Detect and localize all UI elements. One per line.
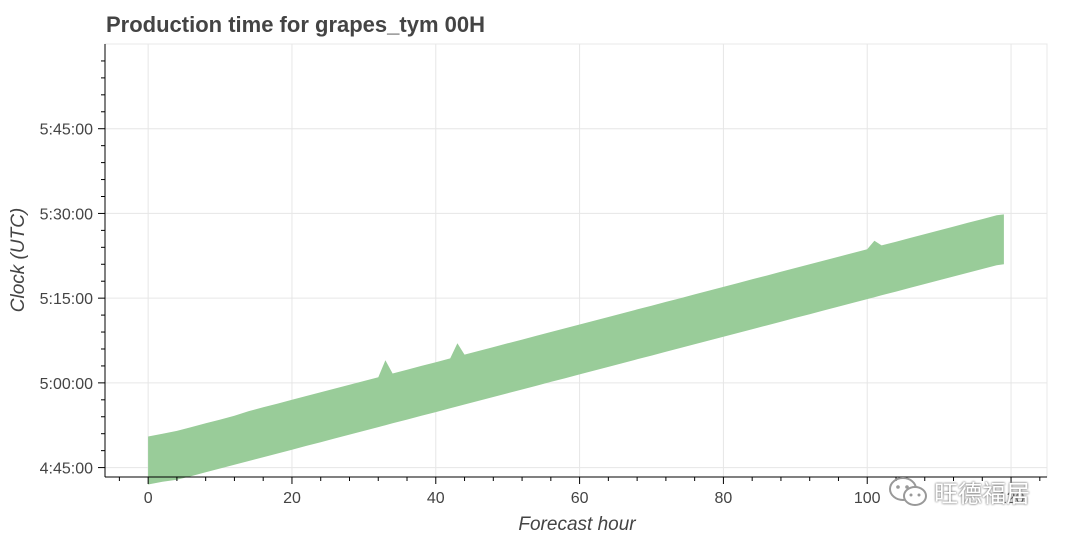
x-tick-label-1: 20 [283, 490, 301, 507]
y-axis-label: Clock (UTC) [8, 208, 29, 313]
area-band-0 [148, 214, 1004, 485]
y-tick-label-1: 5:00:00 [40, 376, 93, 393]
y-tick-label-0: 4:45:00 [40, 461, 93, 478]
y-tick-label-3: 5:30:00 [40, 206, 93, 223]
y-tick-label-2: 5:15:00 [40, 291, 93, 308]
wechat-icon [889, 476, 927, 506]
x-tick-label-5: 100 [854, 490, 881, 507]
y-tick-label-4: 5:45:00 [40, 122, 93, 139]
x-tick-label-4: 80 [715, 490, 733, 507]
area-layer [148, 214, 1004, 485]
x-tick-label-6: 120 [998, 490, 1025, 507]
x-tick-label-0: 0 [144, 490, 153, 507]
watermark: 旺德福居 [888, 474, 1030, 509]
axes: 0 20 40 60 80 100 120 4:45:00 5:00:00 5:15:00 5:30… [40, 44, 1047, 507]
watermark-text: 旺德福居 [934, 480, 1030, 508]
chart-title: Production time for grapes_tym 00H [106, 12, 485, 37]
x-tick-label-2: 40 [427, 490, 445, 507]
x-tick-label-3: 60 [571, 490, 589, 507]
x-axis-label: Forecast hour [518, 514, 636, 535]
